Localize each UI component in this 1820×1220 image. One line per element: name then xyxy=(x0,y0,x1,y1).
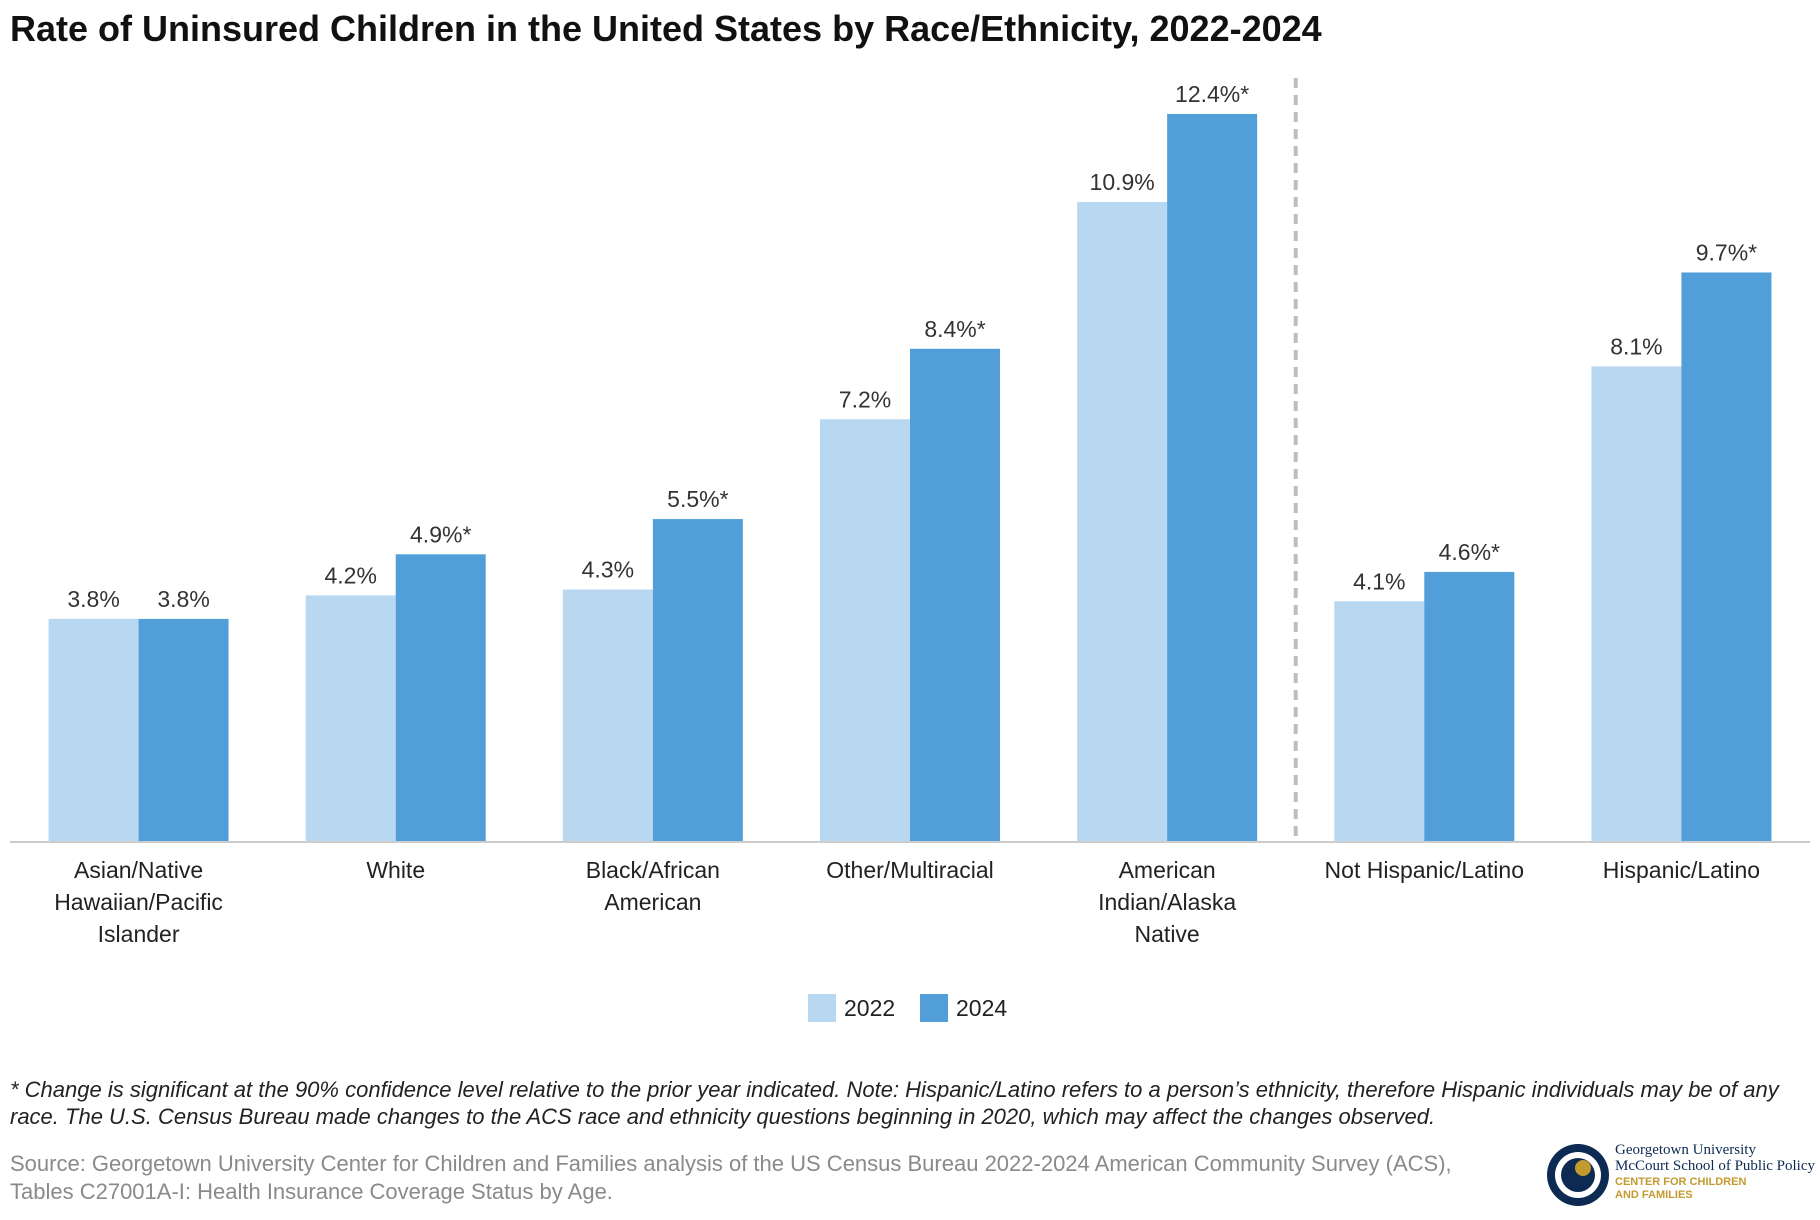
bar-2024-5 xyxy=(1167,113,1258,842)
category-label-7: Hispanic/Latino xyxy=(1603,857,1760,883)
logo-center-2: AND FAMILIES xyxy=(1615,1189,1693,1201)
category-label-5: American xyxy=(1119,857,1216,883)
legend-2022-swatch xyxy=(808,994,836,1022)
category-label-3: Black/African xyxy=(586,857,720,883)
category-label-1: Hawaiian/Pacific xyxy=(54,889,223,915)
logo-university: Georgetown University xyxy=(1615,1142,1756,1158)
bar-2022-3 xyxy=(562,589,653,842)
bar-2022-6 xyxy=(1334,601,1425,842)
data-label-2024-5: 12.4%* xyxy=(1175,81,1249,107)
legend-2022-label: 2022 xyxy=(844,995,895,1021)
bar-2022-1 xyxy=(48,618,139,842)
data-label-2024-7: 9.7%* xyxy=(1696,239,1757,265)
bar-chart: 3.8% 3.8% Asian/Native Hawaiian/Pacific Isla… xyxy=(10,78,1810,1022)
bar-2022-4 xyxy=(820,419,910,842)
data-label-2022-6: 4.1% xyxy=(1353,568,1405,594)
data-label-2022-4: 7.2% xyxy=(839,386,891,412)
bar-2024-4 xyxy=(910,348,1000,842)
data-label-2022-5: 10.9% xyxy=(1090,169,1155,195)
data-label-2024-4: 8.4%* xyxy=(924,316,985,342)
data-label-2022-1: 3.8% xyxy=(67,586,119,612)
data-label-2022-2: 4.2% xyxy=(324,562,376,588)
category-label-1: Islander xyxy=(98,921,180,947)
bar-2022-5 xyxy=(1077,202,1168,842)
category-label-4: Other/Multiracial xyxy=(826,857,993,883)
data-label-2024-3: 5.5%* xyxy=(667,486,728,512)
category-label-5: Indian/Alaska xyxy=(1098,889,1236,915)
bar-2024-3 xyxy=(652,519,743,842)
georgetown-logo: Georgetown University McCourt School of … xyxy=(1545,1142,1815,1212)
logo-school: McCourt School of Public Policy xyxy=(1615,1158,1815,1174)
source-text: Source: Georgetown University Center for… xyxy=(10,1151,1452,1204)
category-label-5: Native xyxy=(1135,921,1200,947)
bar-2022-7 xyxy=(1591,366,1682,842)
seal-icon xyxy=(1547,1144,1609,1206)
bar-2024-2 xyxy=(395,554,486,842)
data-label-2022-3: 4.3% xyxy=(582,557,634,583)
significance-note: * Change is significant at the 90% confi… xyxy=(10,1077,1779,1129)
category-label-6: Not Hispanic/Latino xyxy=(1325,857,1524,883)
data-label-2024-1: 3.8% xyxy=(157,586,209,612)
logo-center-1: CENTER FOR CHILDREN xyxy=(1615,1176,1747,1188)
data-label-2024-6: 4.6%* xyxy=(1439,539,1500,565)
bar-2024-1 xyxy=(138,618,229,842)
bar-2024-6 xyxy=(1424,571,1515,842)
bar-2024-7 xyxy=(1681,272,1772,842)
legend-2024-label: 2024 xyxy=(956,995,1007,1021)
data-label-2024-2: 4.9%* xyxy=(410,521,471,547)
category-label-2: White xyxy=(366,857,425,883)
bar-2022-2 xyxy=(305,595,396,842)
category-label-3: American xyxy=(604,889,701,915)
legend-2024-swatch xyxy=(920,994,948,1022)
chart-title: Rate of Uninsured Children in the United… xyxy=(10,8,1322,49)
data-label-2022-7: 8.1% xyxy=(1610,333,1662,359)
category-label-1: Asian/Native xyxy=(74,857,203,883)
